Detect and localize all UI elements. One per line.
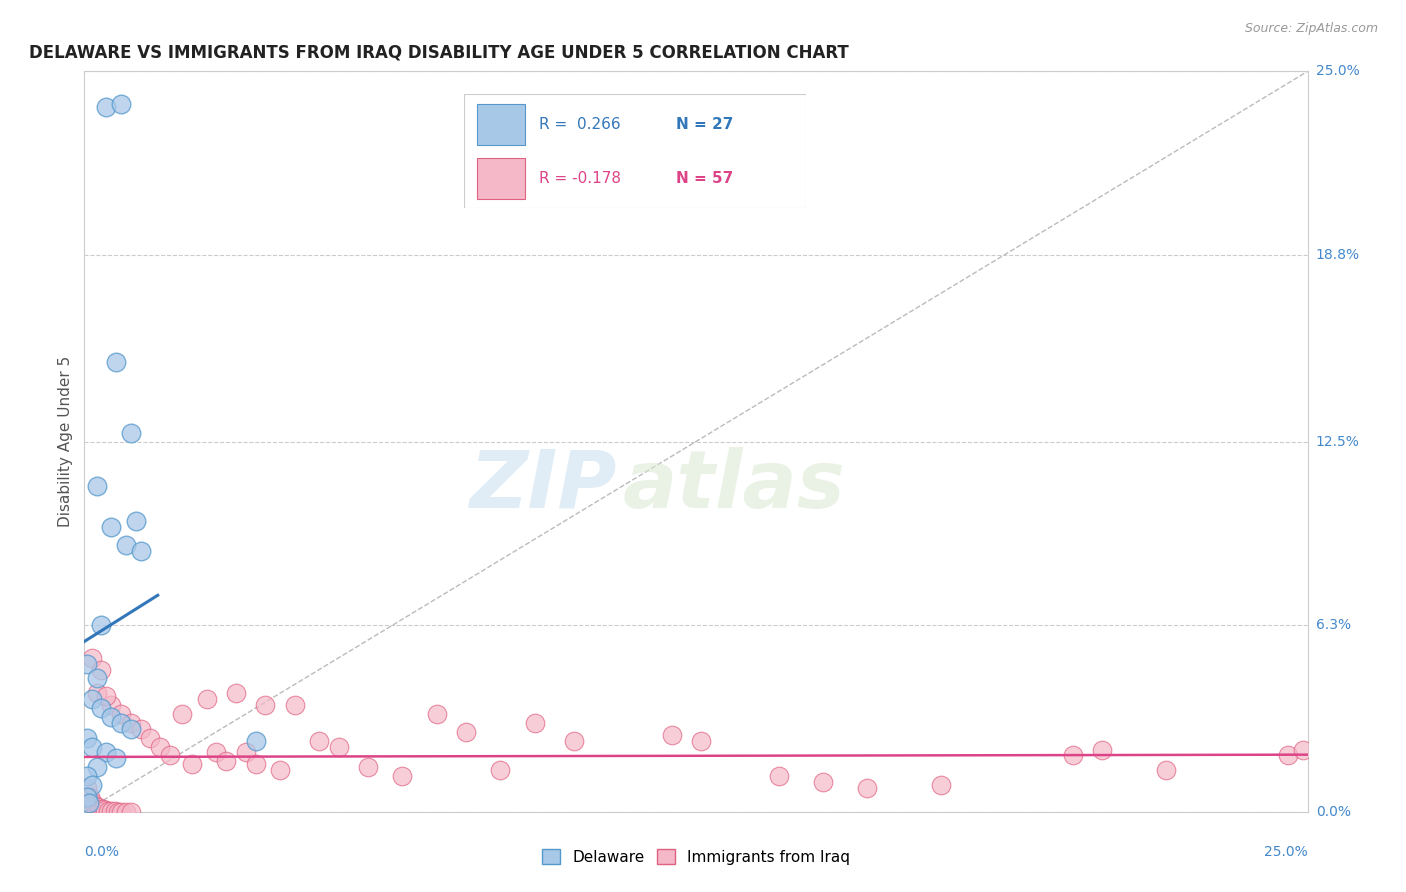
Point — [76, 789, 98, 804]
Text: DELAWARE VS IMMIGRANTS FROM IRAQ DISABILITY AGE UNDER 5 CORRELATION CHART: DELAWARE VS IMMIGRANTS FROM IRAQ DISABIL… — [30, 44, 849, 62]
Point — [100, 710, 122, 724]
Point — [768, 769, 790, 783]
Point — [811, 775, 834, 789]
Point — [205, 746, 228, 760]
Point — [489, 764, 512, 778]
Point — [110, 715, 132, 730]
Point — [929, 778, 952, 792]
Point — [129, 544, 152, 558]
Point — [100, 698, 122, 712]
Point — [76, 780, 98, 795]
Point — [80, 692, 103, 706]
Point — [94, 803, 117, 817]
Point — [76, 769, 98, 783]
Point — [96, 100, 118, 114]
Point — [87, 800, 110, 814]
Point — [110, 97, 132, 112]
Point — [120, 715, 142, 730]
Point — [76, 657, 98, 671]
Point — [328, 739, 350, 754]
Point — [110, 706, 132, 721]
Point — [110, 805, 132, 819]
Text: 12.5%: 12.5% — [1316, 434, 1360, 449]
Point — [115, 805, 138, 819]
Point — [82, 796, 104, 810]
Point — [172, 706, 194, 721]
Point — [80, 739, 103, 754]
Point — [426, 706, 449, 721]
Text: 0.0%: 0.0% — [84, 845, 120, 859]
Point — [181, 757, 204, 772]
Point — [86, 686, 108, 700]
Text: atlas: atlas — [623, 447, 845, 525]
Point — [523, 715, 546, 730]
Point — [856, 780, 879, 795]
Point — [86, 479, 108, 493]
Point — [562, 733, 585, 747]
Point — [97, 804, 120, 818]
Point — [107, 805, 129, 819]
Point — [96, 746, 118, 760]
Point — [90, 701, 112, 715]
Point — [120, 722, 142, 736]
Y-axis label: Disability Age Under 5: Disability Age Under 5 — [58, 356, 73, 527]
Point — [129, 722, 152, 736]
Point — [391, 769, 413, 783]
Point — [90, 618, 112, 632]
Point — [245, 757, 267, 772]
Point — [76, 731, 98, 745]
Point — [1292, 742, 1315, 756]
Point — [254, 698, 277, 712]
Point — [86, 760, 108, 774]
Point — [120, 425, 142, 440]
Point — [84, 798, 107, 813]
Point — [1091, 742, 1114, 756]
Point — [195, 692, 218, 706]
Text: ZIP: ZIP — [470, 447, 616, 525]
Point — [120, 805, 142, 819]
Point — [100, 520, 122, 534]
Point — [245, 733, 267, 747]
Text: 25.0%: 25.0% — [1316, 64, 1360, 78]
Point — [661, 728, 683, 742]
Point — [125, 515, 148, 529]
Point — [235, 746, 257, 760]
Point — [79, 789, 101, 804]
Text: 6.3%: 6.3% — [1316, 618, 1351, 632]
Point — [80, 778, 103, 792]
Point — [139, 731, 162, 745]
Text: 25.0%: 25.0% — [1264, 845, 1308, 859]
Point — [115, 538, 138, 552]
Point — [86, 672, 108, 686]
Point — [149, 739, 172, 754]
Point — [269, 764, 291, 778]
Text: 18.8%: 18.8% — [1316, 248, 1360, 262]
Point — [215, 755, 238, 769]
Point — [80, 650, 103, 665]
Point — [357, 760, 380, 774]
Text: Source: ZipAtlas.com: Source: ZipAtlas.com — [1244, 22, 1378, 36]
Point — [89, 802, 111, 816]
Point — [104, 805, 127, 819]
Point — [689, 733, 711, 747]
Point — [105, 354, 128, 368]
Point — [1277, 748, 1299, 763]
Point — [284, 698, 307, 712]
Point — [77, 796, 100, 810]
Point — [308, 733, 330, 747]
Point — [225, 686, 247, 700]
Legend: Delaware, Immigrants from Iraq: Delaware, Immigrants from Iraq — [536, 843, 856, 871]
Point — [100, 804, 122, 818]
Point — [159, 748, 181, 763]
Text: 0.0%: 0.0% — [1316, 805, 1351, 819]
Point — [1062, 748, 1084, 763]
Point — [105, 751, 128, 765]
Point — [454, 724, 477, 739]
Point — [96, 690, 118, 704]
Point — [90, 663, 112, 677]
Point — [1154, 764, 1177, 778]
Point — [91, 802, 114, 816]
